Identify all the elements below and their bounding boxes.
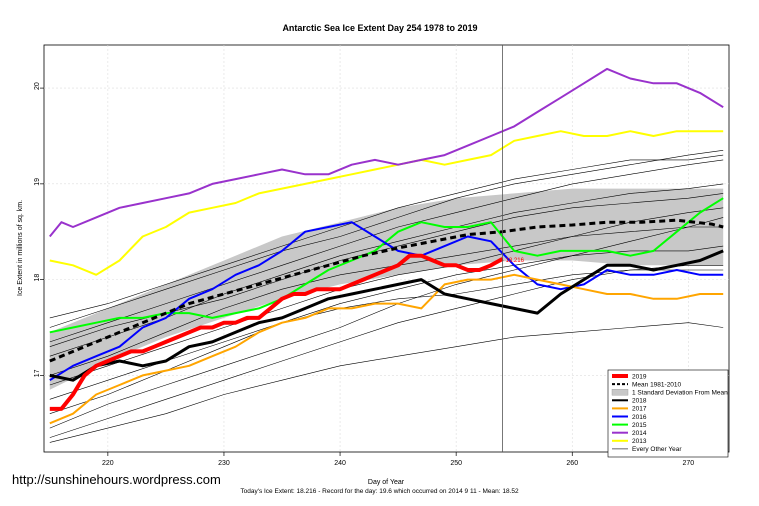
y-axis-label: Ice Extent in millions of sq. km. [17,200,24,296]
series-line-2017 [49,273,724,425]
y-tick-label: 18 [34,274,41,282]
current-day-marker: 18.216 [502,45,525,452]
legend-label: 2017 [632,406,647,413]
series-line-2013 [49,130,724,276]
legend-label: 2014 [632,430,647,437]
series-line-2016 [49,221,724,382]
x-axis-label: Day of Year [368,479,405,486]
watermark-url: http://sunshinehours.wordpress.com [12,472,221,487]
legend-label: 2015 [632,422,647,429]
series-line-mean-1981-2010 [49,218,724,363]
legend-label: 2016 [632,414,647,421]
y-tick-label: 19 [34,178,41,186]
other-year-line [49,322,724,443]
other-year-line [49,150,724,328]
x-tick-label: 240 [334,460,346,467]
legend-label: 1 Standard Deviation From Mean [632,390,728,397]
legend-label: 2019 [632,373,647,380]
plot-frame [43,44,730,453]
footnote: Today's Ice Extent: 18.216 - Record for … [240,488,519,495]
x-tick-label: 250 [450,460,462,467]
legend-label: Every Other Year [632,446,682,453]
current-value-label: 18.216 [506,258,525,264]
y-tick-label: 17 [34,369,41,377]
axes: 220 230 240 250 260 270 17 18 19 20 [34,82,694,467]
std-band-area [49,188,724,390]
legend-label: 2013 [632,438,647,445]
x-tick-label: 220 [102,460,114,467]
chart-title: Antarctic Sea Ice Extent Day 254 1978 to… [282,23,477,33]
std-band [49,188,724,390]
other-year-line [49,154,724,319]
y-tick-label: 20 [34,82,41,90]
series-lines [49,67,724,425]
legend-swatch [611,389,629,396]
series-line-2018 [49,249,724,382]
x-tick-label: 230 [218,460,230,467]
series-line-2019 [49,253,504,411]
other-year-line [49,159,724,343]
legend-label: 2018 [632,398,647,405]
series-line-2014 [49,67,724,238]
x-tick-label: 260 [566,460,578,467]
legend-label: Mean 1981-2010 [632,381,682,388]
x-tick-label: 270 [683,460,695,467]
